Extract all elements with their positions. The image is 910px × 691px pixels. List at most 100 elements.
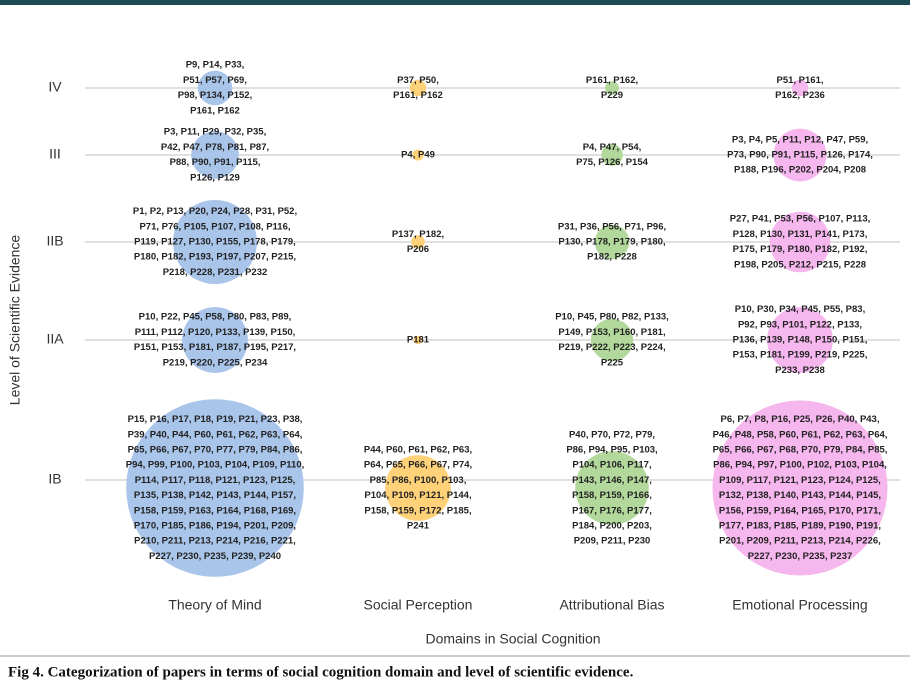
paper-list-line: P153, P181, P199, P219, P225, <box>733 350 868 361</box>
paper-list-line: P15, P16, P17, P18, P19, P21, P23, P38, <box>128 414 303 425</box>
paper-list-line: P51, P161, <box>776 75 823 86</box>
x-axis-title: Domains in Social Cognition <box>425 631 600 647</box>
caption: Fig 4. Categorization of papers in terms… <box>8 664 634 680</box>
paper-list-line: P104, P106, P117, <box>572 460 651 471</box>
paper-list-line: P162, P236 <box>775 90 825 101</box>
paper-list-line: P218, P228, P231, P232 <box>163 267 268 278</box>
bubble <box>590 318 634 362</box>
paper-list-line: P86, P94, P95, P103, <box>566 445 657 456</box>
paper-list-line: P88, P90, P91, P115, <box>170 157 261 168</box>
paper-list-line: P135, P138, P142, P143, P144, P157, <box>134 490 296 501</box>
bubble <box>413 335 423 345</box>
paper-list-line: P206 <box>407 244 429 255</box>
x-tick-label: Social Perception <box>364 597 473 613</box>
bubble <box>575 451 649 525</box>
paper-list-line: P188, P196, P202, P204, P208 <box>734 165 866 176</box>
paper-list-line: P1, P2, P13, P20, P24, P28, P31, P52, <box>133 206 297 217</box>
paper-list-line: P219, P220, P225, P234 <box>163 357 268 368</box>
paper-list-line: P136, P139, P148, P150, P151, <box>733 335 868 346</box>
paper-list-line: P39, P40, P44, P60, P61, P62, P63, P64, <box>128 429 303 440</box>
paper-list-line: P128, P130, P131, P141, P173, <box>733 229 868 240</box>
x-tick-label: Emotional Processing <box>732 597 867 613</box>
paper-list-line: P3, P4, P5, P11, P12, P47, P59, <box>732 134 868 145</box>
bubble <box>126 399 304 577</box>
bubble <box>385 455 451 521</box>
paper-list-line: P184, P200, P203, <box>572 521 652 532</box>
paper-list-line: P27, P41, P53, P56, P107, P113, <box>730 214 871 225</box>
paper-list-line: P210, P211, P213, P214, P216, P221, <box>134 536 296 547</box>
paper-list-line: P158, P159, P163, P164, P168, P169, <box>134 505 296 516</box>
bubble <box>182 307 248 373</box>
y-tick-label: IV <box>48 79 62 95</box>
top-bar <box>0 0 910 5</box>
paper-list-line: P10, P22, P45, P58, P80, P83, P89, <box>139 312 292 323</box>
paper-list-line: P132, P138, P140, P143, P144, P145, <box>719 490 881 501</box>
paper-list-line: P64, P65, P66, P67, P74, <box>364 460 472 471</box>
paper-list-line: P31, P36, P56, P71, P96, <box>558 221 666 232</box>
paper-list-line: P149, P153, P160, P181, <box>558 327 665 338</box>
paper-list-line: P44, P60, P61, P62, P63, <box>364 445 472 456</box>
bubble <box>409 79 427 97</box>
paper-list-line: P227, P230, P235, P239, P240 <box>149 551 281 562</box>
paper-list-line: P137, P182, <box>392 229 444 240</box>
paper-list-line: P65, P66, P67, P70, P77, P79, P84, P86, <box>128 445 303 456</box>
paper-list-line: P86, P94, P97, P100, P102, P103, P104, <box>713 460 887 471</box>
paper-list-line: P98, P134, P152, <box>178 90 252 101</box>
paper-list-line: P42, P47, P78, P81, P87, <box>161 142 269 153</box>
bubble <box>173 200 257 284</box>
paper-list-line: P161, P162 <box>393 90 443 101</box>
bubble <box>594 224 630 260</box>
paper-list-line: P126, P129 <box>190 172 240 183</box>
y-tick-label: IIA <box>46 331 64 347</box>
paper-list-line: P4, P47, P54, <box>583 142 642 153</box>
paper-list-line: P170, P185, P186, P194, P201, P209, <box>134 521 296 532</box>
paper-list-line: P161, P162, <box>586 75 638 86</box>
bubble <box>601 144 623 166</box>
x-tick-label: Attributional Bias <box>559 597 664 613</box>
bubble <box>411 235 425 249</box>
y-tick-label: IIB <box>46 233 63 249</box>
paper-list-line: P241 <box>407 521 430 532</box>
paper-list-line: P9, P14, P33, <box>186 60 245 71</box>
paper-list-line: P156, P159, P164, P165, P170, P171, <box>719 505 881 516</box>
y-tick-label: III <box>49 146 61 162</box>
paper-list-line: P151, P153, P181, P187, P195, P217, <box>134 342 296 353</box>
paper-list-line: P6, P7, P8, P16, P25, P26, P40, P43, <box>721 414 880 425</box>
paper-list-line: P161, P162 <box>190 105 240 116</box>
bubble <box>191 131 239 179</box>
paper-list-line: P181 <box>407 335 430 346</box>
bubble <box>767 307 833 373</box>
paper-list-line: P209, P211, P230 <box>574 536 651 547</box>
bubble <box>712 400 888 576</box>
paper-list-line: P92, P93, P101, P122, P133, <box>738 319 862 330</box>
paper-list-line: P229 <box>601 90 623 101</box>
bubble <box>412 149 424 161</box>
paper-list-line: P10, P45, P80, P82, P133, <box>555 312 669 323</box>
bubble <box>769 211 831 273</box>
paper-list-line: P198, P205, P212, P215, P228 <box>734 259 866 270</box>
paper-list-line: P85, P86, P100, P103, <box>370 475 467 486</box>
paper-list-line: P233, P238 <box>775 365 825 376</box>
paper-list-line: P46, P48, P58, P60, P61, P62, P63, P64, <box>713 429 888 440</box>
paper-list-line: P10, P30, P34, P45, P55, P83, <box>735 304 865 315</box>
paper-list-line: P158, P159, P166, <box>572 490 652 501</box>
paper-list-line: P73, P90, P91, P115, P126, P174, <box>727 150 873 161</box>
paper-list-line: P130, P178, P179, P180, <box>558 237 665 248</box>
paper-list-line: P3, P11, P29, P32, P35, <box>164 127 266 138</box>
bubble <box>197 70 233 106</box>
paper-list-line: P143, P146, P147, <box>572 475 652 486</box>
paper-list-line: P71, P76, P105, P107, P108, P116, <box>139 221 290 232</box>
paper-list-line: P175, P179, P180, P182, P192, <box>733 244 868 255</box>
x-tick-label: Theory of Mind <box>168 597 261 613</box>
paper-list-line: P75, P126, P154 <box>576 157 649 168</box>
paper-list-line: P109, P117, P121, P123, P124, P125, <box>719 475 881 486</box>
paper-list-line: P177, P183, P185, P189, P190, P191, <box>719 521 881 532</box>
paper-list-line: P182, P228 <box>587 252 637 263</box>
bubble <box>773 128 827 182</box>
paper-list-line: P158, P159, P172, P185, <box>364 505 471 516</box>
paper-list-line: P40, P70, P72, P79, <box>569 429 655 440</box>
paper-list-line: P227, P230, P235, P237 <box>748 551 853 562</box>
paper-list-line: P4, P49 <box>401 150 435 161</box>
paper-list-line: P104, P109, P121, P144, <box>364 490 471 501</box>
